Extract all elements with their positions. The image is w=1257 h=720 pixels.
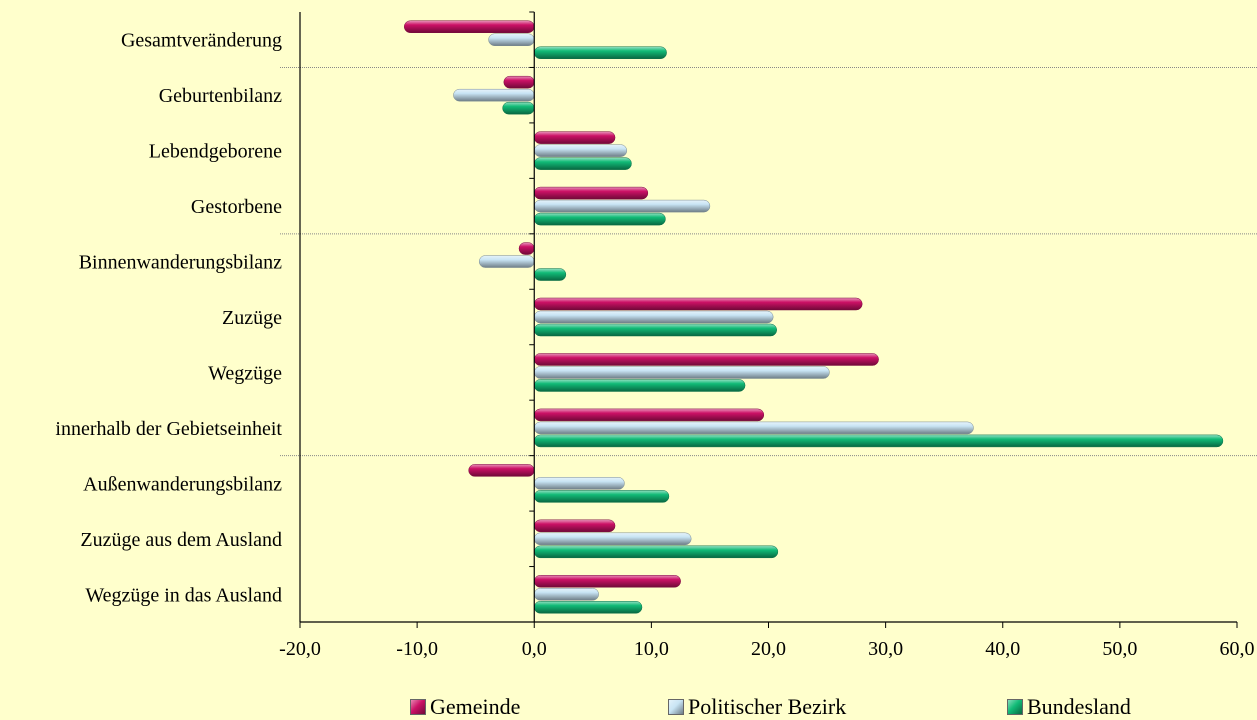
- bar-politischer-bezirk-5: [534, 310, 774, 324]
- bar-gemeinde-7: [534, 408, 765, 422]
- bar-gemeinde-5: [534, 297, 863, 311]
- legend: Gemeinde Politischer Bezirk Bundesland: [0, 694, 1257, 720]
- x-tick-label: 10,0: [634, 638, 669, 660]
- category-label: Wegzüge: [208, 362, 282, 384]
- bar-politischer-bezirk-3: [534, 199, 711, 213]
- x-tick-label: 0,0: [522, 638, 547, 660]
- bar-politischer-bezirk-7: [534, 421, 974, 435]
- bar-gemeinde-4: [518, 242, 535, 255]
- bar-bundesland-4: [534, 268, 567, 281]
- bar-bundesland-8: [534, 490, 670, 503]
- bar-politischer-bezirk-2: [534, 144, 628, 157]
- bar-gemeinde-10: [534, 575, 681, 588]
- category-label: Lebendgeborene: [149, 141, 282, 163]
- category-label: Wegzüge in das Ausland: [85, 584, 282, 606]
- legend-item-politischer-bezirk: Politischer Bezirk: [668, 694, 846, 720]
- bar-gemeinde-0: [403, 20, 535, 33]
- bar-gemeinde-9: [534, 519, 616, 533]
- bar-gemeinde-2: [534, 131, 616, 144]
- bar-politischer-bezirk-6: [534, 366, 830, 379]
- bar-politischer-bezirk-9: [534, 532, 692, 546]
- x-tick-label: 50,0: [1102, 638, 1137, 660]
- bar-bundesland-9: [534, 545, 779, 559]
- legend-label: Gemeinde: [430, 694, 521, 719]
- bar-politischer-bezirk-1: [453, 88, 535, 102]
- legend-label: Bundesland: [1027, 694, 1131, 719]
- bar-politischer-bezirk-0: [488, 33, 535, 46]
- bar-politischer-bezirk-8: [534, 477, 625, 490]
- bar-bundesland-0: [534, 46, 667, 59]
- legend-swatch: [1007, 699, 1023, 715]
- category-label: Zuzüge: [222, 307, 282, 329]
- legend-swatch: [410, 699, 426, 715]
- category-label: innerhalb der Gebietseinheit: [55, 418, 282, 440]
- legend-item-gemeinde: Gemeinde: [410, 694, 520, 720]
- category-label: Geburtenbilanz: [159, 85, 282, 107]
- bar-bundesland-6: [534, 379, 746, 392]
- bar-bundesland-7: [534, 434, 1224, 448]
- x-tick-label: 40,0: [985, 638, 1020, 660]
- legend-item-bundesland: Bundesland: [1007, 694, 1131, 720]
- bar-politischer-bezirk-4: [478, 255, 535, 268]
- bar-bundesland-1: [502, 101, 535, 115]
- category-label: Binnenwanderungsbilanz: [79, 252, 282, 274]
- category-label: Gesamtveränderung: [121, 30, 282, 52]
- chart-plot: -20,0 -10,0 0,0 10,0 20,0 30,0 40,0 50,0 60,0 Ges…: [55, 11, 1257, 660]
- x-tick-label: -10,0: [396, 638, 438, 660]
- legend-label: Politischer Bezirk: [688, 694, 847, 719]
- x-tick-label: 20,0: [751, 638, 786, 660]
- x-tick-label: -20,0: [279, 638, 321, 660]
- bar-gemeinde-1: [503, 75, 535, 89]
- bar-gemeinde-8: [468, 464, 535, 477]
- bar-bundesland-10: [534, 601, 643, 614]
- category-label: Außenwanderungsbilanz: [83, 473, 282, 495]
- bar-bundesland-3: [534, 212, 666, 226]
- x-tick-label: 60,0: [1220, 638, 1255, 660]
- bar-politischer-bezirk-10: [534, 588, 599, 601]
- legend-swatch: [668, 699, 684, 715]
- category-label: Zuzüge aus dem Ausland: [80, 529, 282, 551]
- bar-gemeinde-6: [534, 353, 879, 366]
- bar-gemeinde-3: [534, 186, 649, 200]
- bar-bundesland-2: [534, 157, 632, 170]
- x-tick-label: 30,0: [868, 638, 903, 660]
- bar-bundesland-5: [534, 323, 777, 337]
- category-label: Gestorbene: [191, 196, 282, 218]
